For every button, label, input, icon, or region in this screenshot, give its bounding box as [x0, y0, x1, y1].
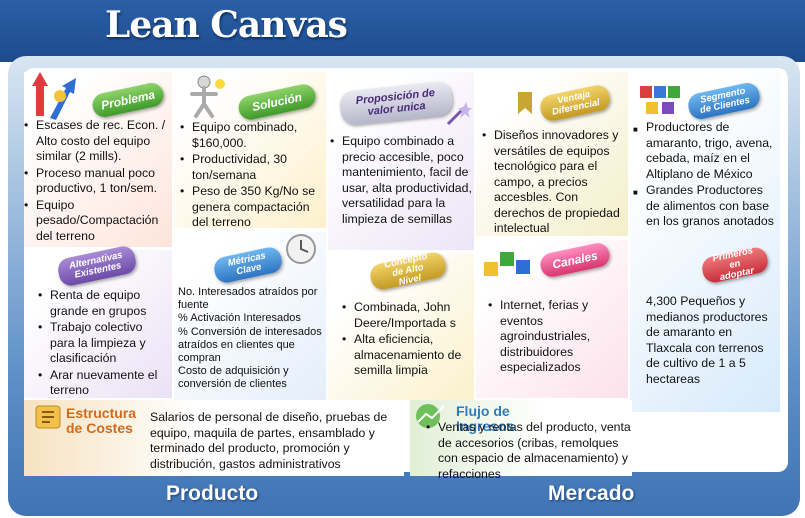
cost-structure-icon — [32, 402, 68, 434]
costes-description: Salarios de personal de diseño, pruebas … — [150, 410, 388, 471]
ribbon-pen-icon — [514, 90, 536, 120]
problema-item: Equipo pesado/Compactación del terreno — [22, 198, 172, 245]
metricas-line: % Conversión de interesados atraídos en … — [178, 325, 322, 365]
problema-item: Proceso manual poco productivo, 1 ton/se… — [22, 166, 172, 197]
ventaja-item: Diseños innovadores y versátiles de equi… — [480, 128, 626, 237]
solucion-item: Productividad, 30 ton/semana — [178, 152, 326, 183]
canales-item: Internet, ferias y eventos agroindustria… — [486, 298, 624, 376]
solucion-text: Equipo combinado, $160,000. Productivida… — [178, 120, 326, 232]
problem-arrows-icon — [30, 66, 90, 122]
segmento-item: Grandes Productores de alimentos con bas… — [632, 183, 778, 230]
channels-cubes-icon — [482, 244, 532, 284]
page-title: Lean Canvas — [105, 4, 348, 46]
propuesta-item: Equipo combinado a precio accesible, poc… — [328, 134, 474, 227]
clock-icon — [284, 232, 318, 266]
concepto-text: Combinada, John Deere/Importada s Alta e… — [340, 300, 472, 380]
ventaja-text: Diseños innovadores y versátiles de equi… — [480, 128, 626, 238]
customer-segments-icon — [638, 82, 686, 122]
segmento-text: Productores de amaranto, trigo, avena, c… — [632, 120, 778, 231]
costes-title: Estructura de Costes — [66, 406, 136, 436]
ingresos-text: Ventas y rentas del producto, venta de a… — [424, 420, 634, 483]
person-lightbulb-icon — [182, 74, 228, 120]
segmento-item: Productores de amaranto, trigo, avena, c… — [632, 120, 778, 182]
costes-text: Salarios de personal de diseño, pruebas … — [150, 410, 396, 472]
primeros-text: 4,300 Pequeños y medianos productores de… — [646, 294, 774, 387]
alternativas-item: Arar nuevamente el terreno — [36, 368, 170, 399]
solucion-item: Equipo combinado, $160,000. — [178, 120, 326, 151]
alternativas-item: Renta de equipo grande en grupos — [36, 288, 170, 319]
canales-text: Internet, ferias y eventos agroindustria… — [486, 298, 624, 377]
costes-title-line2: de Costes — [66, 420, 133, 436]
costes-title-line1: Estructura — [66, 405, 137, 421]
cell-costes — [24, 400, 404, 476]
problema-item: Escases de rec. Econ. / Alto costo del e… — [22, 118, 172, 165]
metricas-line: No. Interesados atraídos por fuente — [178, 286, 318, 312]
alternativas-item: Trabajo colectivo para la limpieza y cla… — [36, 320, 170, 367]
magic-wand-icon — [446, 100, 472, 126]
problema-text: Escases de rec. Econ. / Alto costo del e… — [22, 118, 172, 245]
metricas-text: No. Interesados atraídos por fuente % Ac… — [178, 286, 326, 392]
ingresos-title-line1: Flujo de — [456, 403, 510, 419]
footer-mercado: Mercado — [548, 482, 635, 505]
primeros-description: 4,300 Pequeños y medianos productores de… — [646, 294, 768, 386]
metricas-line: Costo de adquisición y conversión de cli… — [178, 365, 289, 391]
ingresos-item: Ventas y rentas del producto, venta de a… — [424, 420, 634, 482]
header-banner: Lean Canvas — [0, 0, 805, 62]
concepto-item: Alta eficiencia, almacenamiento de semil… — [340, 332, 472, 379]
alternativas-text: Renta de equipo grande en grupos Trabajo… — [36, 288, 170, 400]
solucion-item: Peso de 350 Kg/No se genera compactación… — [178, 184, 326, 231]
metricas-line: % Activación Interesados — [178, 312, 301, 325]
footer-producto: Producto — [166, 482, 259, 505]
concepto-item: Combinada, John Deere/Importada s — [340, 300, 472, 331]
propuesta-text: Equipo combinado a precio accesible, poc… — [328, 134, 474, 228]
